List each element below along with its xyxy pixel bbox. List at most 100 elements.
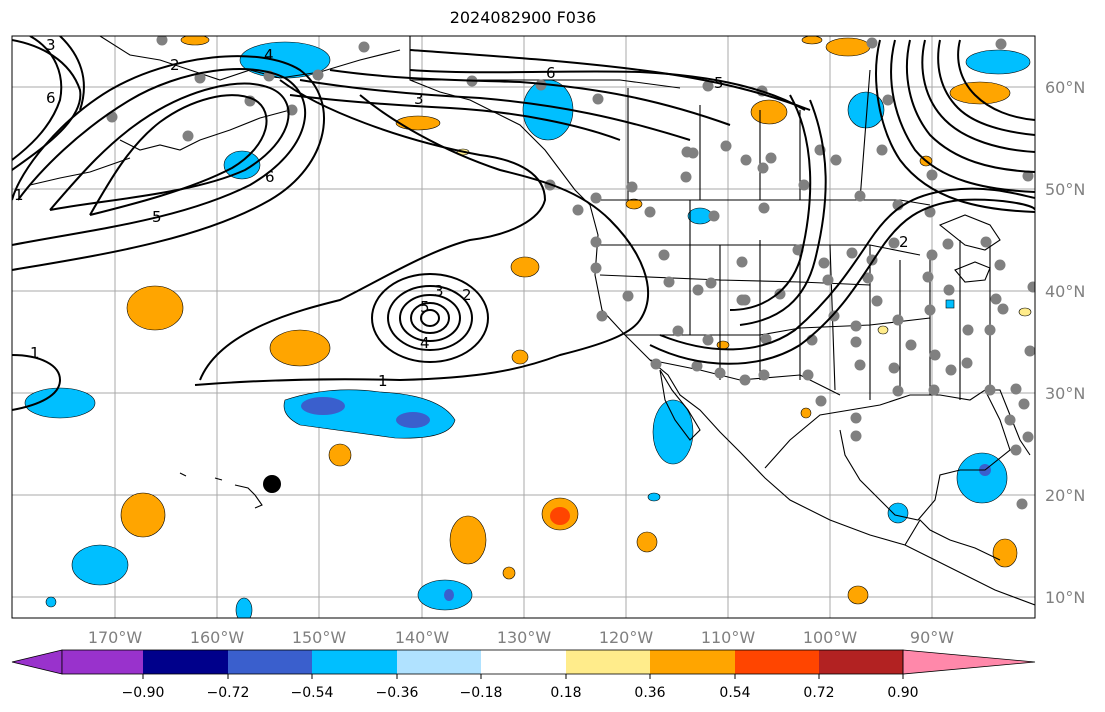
station-dot <box>740 154 752 166</box>
station-dot <box>194 72 206 84</box>
latitude-tick-label: 40°N <box>1045 282 1085 301</box>
station-dot <box>850 412 862 424</box>
station-dot <box>990 293 1002 305</box>
station-dot <box>590 192 602 204</box>
latitude-tick-label: 10°N <box>1045 588 1085 607</box>
station-dot <box>644 206 656 218</box>
station-dot <box>961 357 973 369</box>
colorbar-tick-label: 0.90 <box>887 685 918 701</box>
station-dot <box>862 272 874 284</box>
contour-label: 2 <box>462 286 472 304</box>
station-dot <box>1010 383 1022 395</box>
station-dot <box>997 303 1009 315</box>
colorbar-segment <box>566 650 650 674</box>
longitude-tick-label: 150°W <box>292 628 347 647</box>
contour-label: 2 <box>170 56 180 74</box>
station-dots <box>106 36 1035 510</box>
contour-label: 2 <box>899 233 909 251</box>
station-dot <box>854 359 866 371</box>
station-dot <box>765 152 777 164</box>
station-dot <box>658 249 670 261</box>
station-dot <box>882 94 894 106</box>
station-dot <box>994 259 1006 271</box>
station-dot <box>830 154 842 166</box>
station-dot <box>596 310 608 322</box>
colorbar-tick-label: −0.18 <box>460 685 503 701</box>
station-dot <box>850 336 862 348</box>
contour-label: 3 <box>434 282 444 300</box>
station-dot <box>1018 398 1030 410</box>
station-dot <box>687 147 699 159</box>
station-dot <box>924 206 936 218</box>
station-dot <box>892 314 904 326</box>
station-dot <box>1022 170 1034 182</box>
map-panel[interactable]: 6 5 4 3 2 1 6 5 3 2 1 5 4 3 2 1 6 <box>11 35 1039 623</box>
station-dot <box>535 79 547 91</box>
latitude-tick-label: 30°N <box>1045 384 1085 403</box>
longitude-tick-label: 160°W <box>190 628 245 647</box>
longitude-tick-label: 120°W <box>599 628 654 647</box>
colorbar-extend-low <box>11 649 63 675</box>
contour-label: 1 <box>30 344 40 362</box>
station-dot <box>760 333 772 345</box>
station-dot <box>943 284 955 296</box>
station-dot <box>922 271 934 283</box>
station-dot <box>691 360 703 372</box>
station-dot <box>822 274 834 286</box>
colorbar-segment <box>819 650 903 674</box>
contour-label: 6 <box>546 64 556 82</box>
station-dot <box>739 294 751 306</box>
station-dot <box>962 324 974 336</box>
latitude-tick-label: 20°N <box>1045 486 1085 505</box>
station-dot <box>854 190 866 202</box>
colorbar-segment <box>312 650 397 674</box>
station-dot <box>815 395 827 407</box>
station-dot <box>572 204 584 216</box>
colorbar-segment <box>397 650 481 674</box>
longitude-tick-label: 170°W <box>88 628 143 647</box>
contour-labels: 6 5 4 3 2 1 6 5 3 2 1 5 4 3 2 1 6 <box>14 36 909 390</box>
latitude-tick-label: 60°N <box>1045 78 1085 97</box>
station-dot <box>984 384 996 396</box>
station-dot <box>702 80 714 92</box>
colorbar-extend-high <box>902 649 1036 675</box>
longitude-tick-label: 110°W <box>701 628 756 647</box>
station-dot <box>590 262 602 274</box>
station-dot <box>758 369 770 381</box>
longitude-tick-label: 100°W <box>803 628 858 647</box>
contour-label: 6 <box>46 89 56 107</box>
longitude-tick-label: 90°W <box>910 628 954 647</box>
station-dot <box>984 324 996 336</box>
latitude-tick-labels: 60°N 50°N 40°N 30°N 20°N 10°N <box>1045 78 1085 607</box>
station-dot <box>876 144 888 156</box>
station-dot <box>945 364 957 376</box>
station-dot <box>757 162 769 174</box>
contour-label: 4 <box>420 334 430 352</box>
station-dot <box>622 290 634 302</box>
station-dot <box>846 247 858 259</box>
station-dot <box>942 238 954 250</box>
black-marker-dot <box>263 475 281 493</box>
contour-lines <box>12 36 1035 411</box>
longitude-tick-label: 130°W <box>497 628 552 647</box>
colorbar-tick-label: 0.72 <box>803 685 834 701</box>
station-dot <box>980 236 992 248</box>
station-dot <box>714 367 726 379</box>
station-dot <box>892 385 904 397</box>
contour-label: 5 <box>152 208 162 226</box>
colorbar-tick-label: 0.36 <box>634 685 665 701</box>
colorbar-segment <box>62 650 143 674</box>
gridlines <box>12 36 1035 618</box>
contour-label: 1 <box>378 372 388 390</box>
colorbar-segment <box>481 650 566 674</box>
contour-label: 3 <box>46 36 56 54</box>
station-dot <box>692 284 704 296</box>
station-dot <box>888 362 900 374</box>
station-dot <box>905 339 917 351</box>
station-dot <box>672 325 684 337</box>
station-dot <box>705 277 717 289</box>
colorbar-segment <box>228 650 312 674</box>
station-dot <box>926 249 938 261</box>
station-dot <box>720 140 732 152</box>
